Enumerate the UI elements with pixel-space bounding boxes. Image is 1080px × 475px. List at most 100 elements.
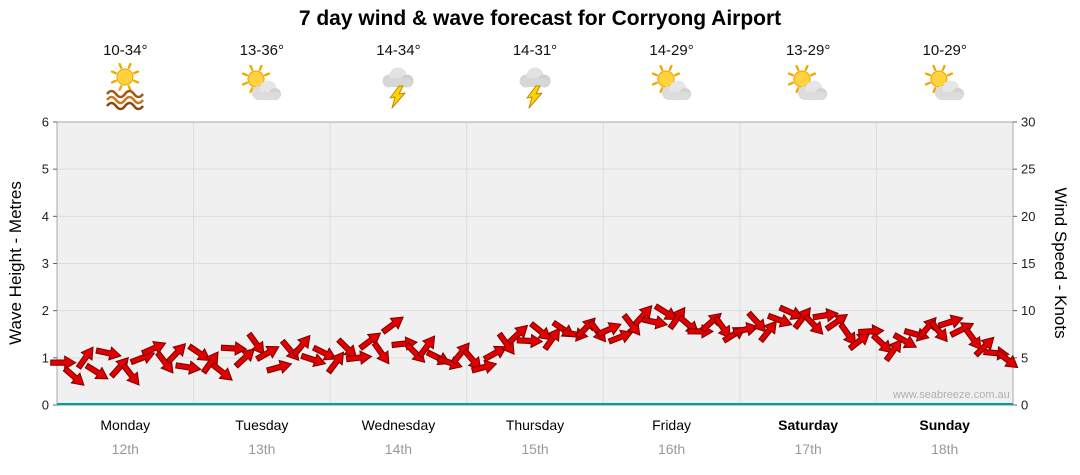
day-date: 12th (111, 441, 139, 457)
wind-arrow (266, 359, 293, 375)
lightning-bolt (389, 85, 406, 109)
wind-arrow (108, 356, 129, 379)
sun-ray (673, 72, 680, 77)
wind-arrow (325, 351, 345, 375)
sun-ray (788, 72, 795, 77)
wind-arrow (210, 361, 233, 381)
wind-arrow (632, 305, 653, 327)
wind-arrow (746, 310, 767, 333)
wind-arrow (973, 336, 995, 358)
weather-icon-sun-waves (101, 62, 149, 111)
wind-arrow (311, 344, 337, 361)
wind-arrow (75, 346, 94, 370)
wind-arrow (482, 345, 508, 362)
day-date: 18th (931, 441, 959, 457)
day-name: Friday (652, 417, 692, 433)
left-axis-tick-label: 3 (42, 256, 49, 271)
right-axis-tick-label: 5 (1021, 350, 1028, 365)
temperature-range: 13-29° (785, 42, 831, 59)
sun-ray (658, 64, 663, 72)
right-axis-tick-label: 30 (1021, 115, 1035, 130)
sun-ray (932, 64, 937, 72)
temperature-range: 10-34° (103, 42, 148, 59)
wind-arrow (380, 316, 404, 335)
sun-ray (111, 79, 118, 84)
temperature-range: 14-31° (512, 42, 558, 59)
temperature-range: 14-29° (649, 42, 694, 59)
sun-ray (111, 70, 118, 75)
sun-ray (133, 79, 140, 84)
left-axis-label: Wave Height - Metres (6, 181, 25, 345)
sun-ray (118, 62, 123, 70)
sun-ray (804, 64, 809, 72)
wind-arrow (758, 320, 777, 344)
cloud (251, 80, 281, 100)
sun-ray (133, 70, 140, 75)
temperature-range: 14-34° (376, 42, 421, 59)
cloud (382, 67, 414, 88)
left-axis-tick-label: 2 (42, 303, 49, 318)
left-axis-tick-label: 6 (42, 115, 49, 130)
day-date: 14th (384, 441, 413, 457)
day-name: Thursday (505, 417, 565, 433)
wind-arrow (175, 360, 202, 375)
weather-icon-sun-cloud (921, 63, 969, 111)
wind-arrow (95, 346, 122, 361)
page-title: 7 day wind & wave forecast for Corryong … (298, 7, 782, 30)
cloud (661, 80, 691, 100)
sun (116, 68, 134, 86)
lightning-bolt (526, 85, 543, 109)
right-axis-label: Wind Speed - Knots (1051, 187, 1070, 339)
weather-icon-sun-cloud (648, 63, 696, 111)
right-axis-tick-label: 0 (1021, 398, 1028, 413)
wind-arrow (291, 334, 311, 358)
wind-arrow (928, 319, 948, 343)
wind-arrow (542, 327, 561, 352)
wind-arrow (732, 321, 760, 337)
weather-icon-storm (374, 63, 422, 111)
right-axis-tick-label: 25 (1021, 162, 1035, 177)
right-axis-tick-label: 15 (1021, 256, 1035, 271)
wind-arrow (949, 322, 975, 338)
sun-ray (241, 81, 248, 86)
wind-arrow (653, 303, 678, 321)
sun-ray (118, 85, 123, 92)
sun-ray (932, 87, 937, 94)
wind-arrow (812, 307, 840, 323)
cloud (798, 80, 828, 100)
wind-arrow (870, 332, 893, 354)
wind-arrow (50, 355, 77, 370)
sun-ray (651, 72, 658, 77)
temperature-range: 10-29° (922, 42, 967, 59)
left-axis-tick-label: 0 (42, 398, 49, 413)
wind-arrow (858, 323, 885, 339)
left-axis-tick-label: 4 (42, 209, 49, 224)
wind-arrow (641, 315, 669, 330)
wind-arrow (220, 341, 248, 356)
day-name: Wednesday (361, 417, 436, 433)
wind-arrow (300, 352, 327, 368)
wind-arrow (778, 304, 804, 320)
sun-ray (651, 81, 658, 86)
day-name: Tuesday (235, 417, 289, 433)
wind-arrow (120, 363, 140, 386)
wind-arrow (883, 338, 902, 363)
weather-icon-sun-cloud (784, 63, 832, 111)
wind-arrow (470, 359, 498, 375)
wind-arrow (200, 351, 219, 375)
weather-icon-sun-cloud (238, 63, 286, 111)
day-date: 13th (248, 441, 276, 457)
wind-arrow (892, 332, 918, 349)
sun-ray (810, 72, 817, 77)
sun-ray (924, 72, 931, 77)
sun-ray (668, 64, 673, 72)
sun-ray (795, 64, 800, 72)
right-axis-tick-label: 10 (1021, 303, 1035, 318)
wind-arrow (516, 333, 544, 349)
wind-arrow (141, 341, 167, 357)
sun-ray (263, 72, 270, 77)
wind-arrow (529, 321, 552, 341)
cloud (519, 67, 551, 88)
